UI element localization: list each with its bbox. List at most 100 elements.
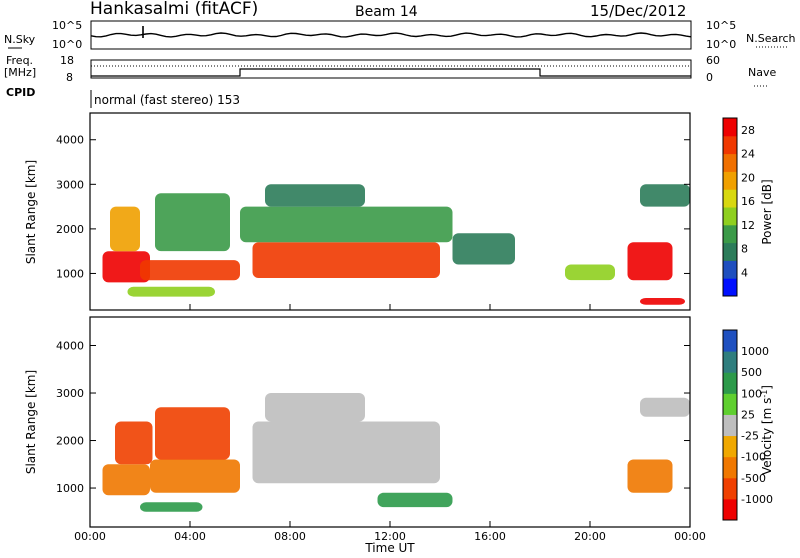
velocity-colorbar-swatch — [723, 498, 737, 521]
power-colorbar-tick: 4 — [741, 266, 748, 279]
velocity-ylabel: Slant Range [km] — [24, 370, 38, 474]
nave-step-line — [91, 68, 691, 77]
velocity-echo-region — [115, 421, 153, 465]
freq-panel — [90, 59, 692, 79]
cpid-text: normal (fast stereo) 153 — [94, 93, 240, 107]
velocity-ytick-label: 2000 — [56, 435, 84, 448]
power-colorbar-swatch — [723, 189, 737, 208]
noise-panel — [90, 20, 692, 50]
velocity-colorbar-swatch — [723, 435, 737, 458]
power-colorbar-tick: 20 — [741, 171, 755, 184]
nave-tick-bottom: 0 — [706, 71, 713, 84]
power-colorbar-tick: 28 — [741, 124, 755, 137]
power-ylabel: Slant Range [km] — [24, 160, 38, 264]
power-ytick-label: 2000 — [56, 223, 84, 236]
velocity-colorbar-swatch — [723, 456, 737, 479]
power-echo-layer — [102, 184, 690, 305]
power-ytick-label: 4000 — [56, 134, 84, 147]
velocity-colorbar-swatch — [723, 330, 737, 352]
time-tick-label: 20:00 — [574, 530, 606, 543]
noise-tick-bottom-left: 10^0 — [52, 38, 82, 51]
velocity-ytick-label: 4000 — [56, 340, 84, 353]
velocity-colorbar-border — [722, 329, 738, 521]
velocity-echo-region — [377, 492, 453, 508]
velocity-colorbar-tick: -1000 — [741, 493, 773, 506]
power-echo-region — [640, 298, 685, 305]
time-tick-label: 08:00 — [274, 530, 306, 543]
power-echo-region — [127, 286, 215, 297]
power-echo-region — [110, 206, 140, 252]
cpid-label: CPID — [6, 86, 35, 99]
noise-tick-top-left: 10^5 — [52, 19, 82, 32]
freq-unit: [MHz] — [4, 66, 36, 79]
beam-label: Beam 14 — [355, 4, 418, 20]
power-y-axis: 1000 2000 3000 4000 — [56, 134, 690, 280]
power-echo-region — [265, 184, 365, 207]
velocity-colorbar-swatch — [723, 351, 737, 373]
velocity-echo-region — [140, 502, 203, 512]
power-echo-region — [155, 193, 230, 252]
velocity-colorbar-tick: 500 — [741, 366, 762, 379]
nave-tick-top: 60 — [706, 54, 720, 67]
power-ytick-label: 3000 — [56, 178, 84, 191]
power-colorbar-label: Power [dB] — [760, 179, 774, 244]
power-ytick-label: 1000 — [56, 267, 84, 280]
velocity-echo-region — [150, 459, 240, 493]
time-axis-label: Time UT — [364, 541, 415, 554]
velocity-echo-region — [627, 459, 673, 493]
velocity-colorbar-swatch — [723, 477, 737, 500]
power-echo-region — [140, 260, 240, 281]
velocity-echo-region — [265, 393, 365, 422]
power-colorbar-tick: 16 — [741, 195, 755, 208]
velocity-echo-region — [155, 407, 230, 460]
velocity-colorbar-tick: -25 — [741, 430, 759, 443]
noise-tick-bottom-right: 10^0 — [706, 38, 736, 51]
velocity-echo-region — [252, 421, 440, 484]
power-colorbar-tick: 8 — [741, 243, 748, 256]
velocity-colorbar-tick: 100 — [741, 387, 762, 400]
noise-sky-line — [90, 32, 692, 38]
velocity-colorbar-tick: 25 — [741, 408, 755, 421]
velocity-echo-layer — [102, 393, 690, 512]
time-tick-label: 00:00 — [674, 530, 706, 543]
velocity-colorbar-tick: -500 — [741, 472, 766, 485]
power-panel: 1000 2000 3000 4000 Slant Range [km] — [24, 112, 691, 311]
velocity-y-axis: 1000 2000 3000 4000 — [56, 340, 690, 495]
time-tick-label: 12:00 — [374, 530, 406, 543]
velocity-echo-region — [102, 464, 150, 496]
time-tick-label: 00:00 — [74, 530, 106, 543]
time-tick-label: 16:00 — [474, 530, 506, 543]
velocity-colorbar-swatch — [723, 393, 737, 415]
noise-tick-top-right: 10^5 — [706, 19, 736, 32]
power-colorbar-swatch — [723, 207, 737, 226]
time-axis: 00:00 04:00 08:00 12:00 16:00 20:00 00:00 — [74, 304, 706, 543]
velocity-colorbar-tick: 1000 — [741, 345, 769, 358]
power-colorbar-tick: 12 — [741, 219, 755, 232]
nsearch-label: N.Search — [746, 32, 796, 45]
power-echo-region — [627, 242, 673, 281]
power-colorbar-swatch — [723, 171, 737, 190]
velocity-colorbar-tick: -100 — [741, 451, 766, 464]
power-echo-region — [565, 264, 615, 281]
power-colorbar-swatch — [723, 118, 737, 137]
time-tick-label: 04:00 — [174, 530, 206, 543]
velocity-panel: 1000 2000 3000 4000 Slant Range [km] — [24, 316, 691, 528]
power-colorbar-swatch — [723, 135, 737, 155]
power-colorbar-swatch — [723, 260, 737, 279]
velocity-ytick-label: 3000 — [56, 387, 84, 400]
power-echo-region — [452, 233, 515, 265]
power-colorbar-tick: 24 — [741, 148, 755, 161]
power-colorbar-swatch — [723, 242, 737, 261]
nsky-label: N.Sky — [4, 33, 36, 46]
power-colorbar-swatch — [723, 278, 737, 297]
velocity-colorbar: 1000 500 100 25 -25 -100 -500 -1000 — [722, 329, 773, 521]
power-echo-region — [252, 242, 440, 278]
velocity-colorbar-swatch — [723, 372, 737, 394]
freq-tick-bottom: 8 — [66, 71, 73, 84]
station-title: Hankasalmi (fitACF) — [90, 0, 258, 19]
power-echo-region — [102, 251, 150, 283]
power-colorbar-swatch — [723, 224, 737, 244]
freq-tick-top: 18 — [60, 54, 74, 67]
